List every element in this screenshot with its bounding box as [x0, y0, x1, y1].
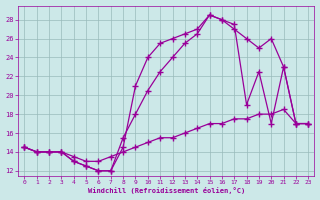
X-axis label: Windchill (Refroidissement éolien,°C): Windchill (Refroidissement éolien,°C) — [88, 187, 245, 194]
